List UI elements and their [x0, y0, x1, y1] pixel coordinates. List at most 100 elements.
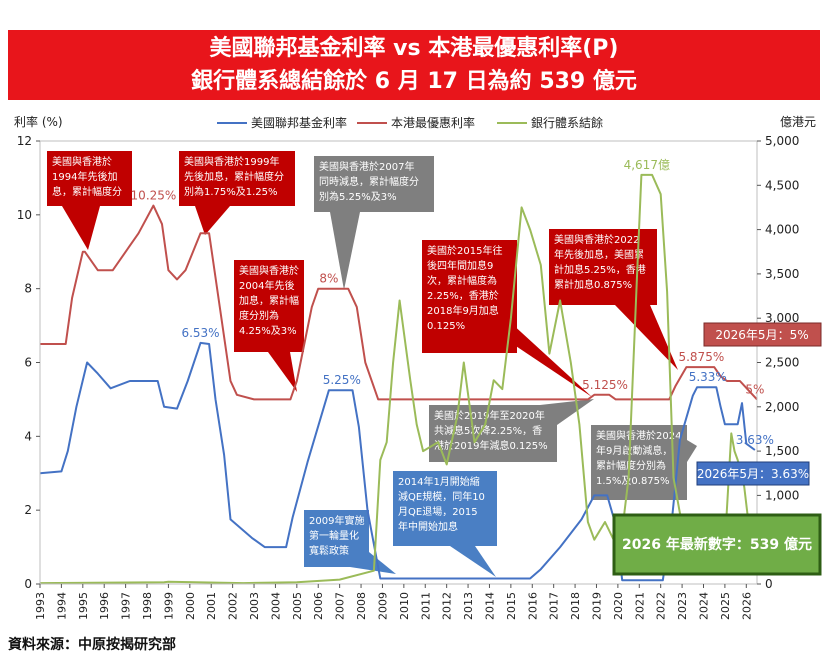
annotation-line: 第一輪量化	[309, 529, 359, 542]
xtick-label: 2022	[655, 592, 668, 620]
ytick-left-label: 0	[24, 577, 32, 591]
annotation-line: 1994年先後加	[52, 170, 117, 183]
xtick-label: 2016	[526, 592, 539, 620]
annotation-bubble-10: 美國與香港於2024 年9月啟動減息， 累計幅度分別為 1.5%及0.875%	[591, 425, 697, 500]
xtick-label: 2014	[483, 592, 496, 620]
annotation-pointer	[350, 552, 396, 574]
xtick-label: 2007	[334, 592, 347, 620]
ytick-right-label: 4,000	[765, 223, 799, 237]
ytick-left-label: 2	[24, 503, 32, 517]
xtick-label: 2011	[419, 592, 432, 620]
annotation-box	[304, 510, 369, 567]
data-label-layer: 10.25% 8% 5.125% 5.875% 5% 6.53% 5.25% 5.33% 3.6…	[131, 158, 774, 447]
legend-label-2: 本港最優惠利率	[391, 115, 475, 130]
annotation-line: 息，累計幅度分	[52, 185, 122, 198]
xtick-label: 1997	[120, 592, 133, 620]
callout-layer: 2026年5月：5% 2026年5月：3.63% 2026 年最新數字：539 億元	[612, 322, 822, 576]
annotation-line: 美國於2015年往	[427, 244, 502, 257]
annotation-line: 2014年1月開始縮	[398, 475, 480, 488]
annotation-line: 累計加息0.875%	[554, 278, 632, 291]
legend-label-1: 美國聯邦基金利率	[251, 115, 347, 130]
annotation-box	[393, 471, 497, 546]
annotation-box	[234, 260, 304, 352]
xtick-label: 2015	[505, 592, 518, 620]
fed-callout-box	[696, 461, 810, 486]
annotation-pointer	[195, 206, 230, 235]
annotation-line: 後四年間加息9	[427, 259, 493, 272]
series-line-2	[40, 204, 758, 401]
annotation-pointer	[62, 206, 100, 250]
annotation-line: 月QE退場，2015	[398, 505, 478, 518]
annotation-line: 美國於2019年至2020年	[434, 409, 545, 422]
annotation-line: 港於2019年減息0.125%	[434, 439, 548, 452]
xtick-label: 2003	[248, 592, 261, 620]
xtick-label: 2001	[205, 592, 218, 620]
annotation-line: 度分別為	[239, 309, 279, 322]
ytick-right-label: 3,000	[765, 311, 799, 325]
ytick-left-label: 8	[24, 282, 32, 296]
prime-callout-box	[703, 322, 822, 347]
annotation-line: 次，累計幅度為	[427, 274, 497, 287]
ytick-left-label: 12	[17, 134, 32, 148]
annotation-line: 寬鬆政策	[309, 544, 349, 557]
annotation-line: 年先後加息，美國累	[554, 248, 644, 261]
annotation-pointer	[268, 352, 297, 392]
annotation-line: 減QE規模，同年10	[398, 490, 485, 503]
xtick-label: 2009	[376, 592, 389, 620]
annotation-line: 計加息5.25%，香港	[554, 263, 646, 276]
ylabel-right: 億港元	[780, 115, 816, 129]
legend-label-3: 銀行體系結餘	[531, 115, 603, 130]
prime-callout: 2026年5月：5%	[703, 322, 822, 347]
ytick-right-label: 3,500	[765, 267, 799, 281]
annotation-line: 同時減息，累計幅度分	[319, 175, 419, 188]
ytick-left-label: 10	[17, 208, 32, 222]
ytick-right-label: 2,000	[765, 400, 799, 414]
xtick-label: 1998	[141, 592, 154, 620]
xtick-label: 2006	[312, 592, 325, 620]
annotation-line: 別為1.75%及1.25%	[184, 185, 278, 198]
xtick-label: 2020	[612, 592, 625, 620]
data-label: 5%	[745, 382, 764, 396]
source-note: 資料來源：中原按揭研究部	[8, 637, 176, 653]
xtick-label: 1994	[55, 592, 68, 620]
fed-callout: 2026年5月：3.63%	[696, 461, 810, 486]
ytick-right-label: 1,500	[765, 444, 799, 458]
ytick-right-label: 4,500	[765, 178, 799, 192]
annotation-line: 2.25%，香港於	[427, 289, 499, 302]
annotation-line: 美國與香港於	[239, 264, 299, 277]
annotation-line: 美國與香港於2022	[554, 233, 639, 246]
xtick-label: 2000	[184, 592, 197, 620]
annotation-line: 4.25%及3%	[239, 325, 297, 337]
xtick-label: 2013	[462, 592, 475, 620]
xtick-label: 2017	[548, 592, 561, 620]
ylabel-left: 利率 (%)	[14, 114, 63, 129]
annotation-line: 美國與香港於	[52, 155, 112, 168]
xtick-label: 1993	[34, 592, 47, 620]
xtick-label: 2024	[697, 592, 710, 620]
title-banner: 美國聯邦基金利率 vs 本港最優惠利率(P) 銀行體系總結餘於 6 月 17 日…	[8, 30, 820, 100]
ytick-left-label: 4	[24, 429, 32, 443]
annotation-line: 2004年先後	[239, 279, 294, 292]
annotation-pointer	[615, 305, 678, 370]
data-label: 3.63%	[736, 433, 774, 447]
xtick-label: 1999	[162, 592, 175, 620]
ytick-left-label: 6	[24, 356, 32, 370]
axis-layer: 02468101205001,0001,5002,0002,5003,0003,…	[14, 114, 816, 620]
annotation-box	[591, 425, 687, 500]
latest-callout: 2026 年最新數字：539 億元	[612, 513, 822, 576]
annotation-box	[422, 240, 517, 353]
xtick-label: 2025	[719, 592, 732, 620]
data-label: 5.875%	[678, 350, 724, 364]
legend: 美國聯邦基金利率 本港最優惠利率 銀行體系結餘	[217, 115, 603, 130]
xtick-label: 1996	[98, 592, 111, 620]
latest-callout-box	[612, 513, 822, 576]
annotation-line: 美國與香港於2024	[596, 429, 681, 442]
annotation-line: 1.5%及0.875%	[596, 475, 670, 487]
